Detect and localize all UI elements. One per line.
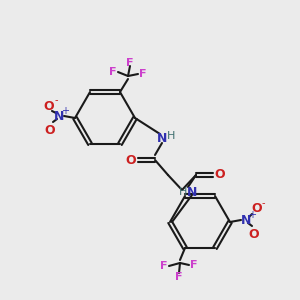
Text: O: O bbox=[44, 100, 54, 112]
Text: O: O bbox=[215, 167, 225, 181]
Text: F: F bbox=[126, 58, 134, 68]
Text: H: H bbox=[167, 131, 175, 141]
Text: +: + bbox=[61, 106, 69, 116]
Text: F: F bbox=[190, 260, 198, 270]
Text: -: - bbox=[261, 198, 265, 208]
Text: N: N bbox=[157, 131, 167, 145]
Text: O: O bbox=[45, 124, 55, 136]
Text: N: N bbox=[187, 185, 197, 199]
Text: N: N bbox=[241, 214, 251, 226]
Text: F: F bbox=[160, 261, 168, 271]
Text: -: - bbox=[54, 95, 58, 105]
Text: F: F bbox=[175, 272, 183, 282]
Text: +: + bbox=[248, 210, 256, 220]
Text: N: N bbox=[54, 110, 64, 122]
Text: O: O bbox=[126, 154, 136, 166]
Text: O: O bbox=[252, 202, 262, 215]
Text: F: F bbox=[109, 67, 117, 77]
Text: F: F bbox=[139, 69, 147, 79]
Text: H: H bbox=[179, 187, 187, 197]
Text: O: O bbox=[249, 227, 259, 241]
